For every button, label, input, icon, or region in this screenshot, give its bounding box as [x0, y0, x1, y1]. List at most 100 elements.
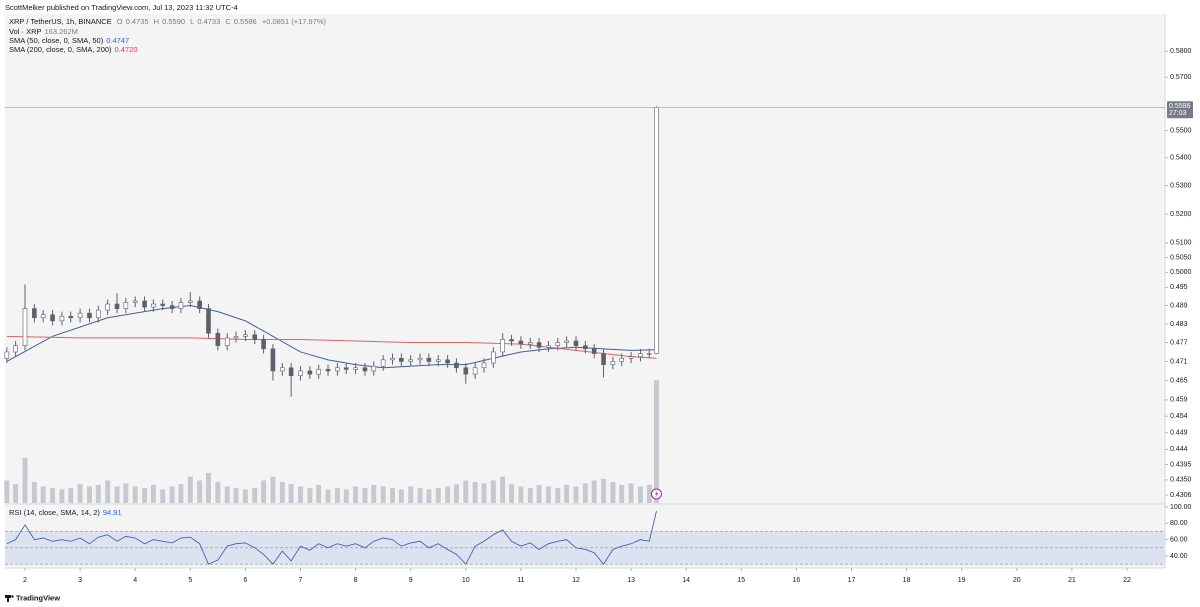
y-tick-label: 0.5300	[1170, 182, 1192, 189]
volume-bar	[197, 480, 203, 503]
volume-bar	[288, 484, 294, 503]
candle-body	[13, 345, 18, 353]
x-tick-label: 2	[23, 577, 27, 584]
series-name: SMA (200, close, 0, SMA, 200)	[9, 45, 112, 54]
legend-main: XRP / TetherUS, 1h, BINANCE O 0.4735 H 0.5…	[9, 17, 329, 26]
volume-bar	[653, 380, 659, 503]
volume-value: 163.262M	[44, 27, 78, 36]
candle-body	[325, 369, 331, 372]
candle-body	[87, 312, 92, 319]
volume-bar	[398, 489, 404, 503]
candle-body	[638, 353, 643, 357]
volume-bar	[31, 481, 37, 503]
y-tick-label: 0.5500	[1170, 127, 1192, 134]
rsi-tick-label: 40.00	[1170, 553, 1188, 560]
candle-body	[646, 353, 652, 355]
x-tick-label: 13	[627, 577, 635, 584]
candle-body	[555, 342, 561, 346]
volume-bar	[22, 457, 28, 503]
candle-body	[463, 367, 469, 375]
volume-bar	[40, 486, 46, 503]
volume-bar	[105, 480, 111, 503]
volume-bar	[114, 486, 120, 503]
volume-bar	[610, 481, 616, 503]
symbol: XRP / TetherUS, 1h, BINANCE	[9, 17, 112, 26]
volume-bar	[463, 480, 469, 503]
volume-bar	[169, 486, 175, 503]
candle-body	[59, 315, 65, 322]
volume-bar	[77, 484, 83, 503]
volume-bar	[150, 484, 156, 503]
volume-bar	[325, 489, 331, 503]
volume-bar	[628, 483, 634, 503]
candle-body	[546, 345, 551, 348]
ohlc-label: O	[116, 17, 123, 26]
volume-name: Vol · XRP	[9, 27, 42, 36]
x-tick-label: 7	[299, 577, 303, 584]
volume-bar	[59, 489, 65, 503]
y-tick-label: 0.4350	[1170, 477, 1192, 484]
volume-bar	[500, 476, 506, 503]
y-tick-label: 0.5700	[1170, 74, 1192, 81]
rsi-tick-label: 80.00	[1170, 520, 1188, 527]
y-tick-label: 0.471	[1170, 358, 1188, 365]
volume-bar	[490, 480, 496, 503]
candle-body	[22, 308, 28, 346]
volume-bar	[242, 489, 248, 503]
volume-bar	[334, 487, 340, 503]
x-tick-label: 18	[903, 577, 911, 584]
candle-body	[390, 357, 395, 361]
x-tick-label: 6	[243, 577, 247, 584]
candle-body	[252, 334, 258, 340]
volume-bar	[160, 489, 166, 503]
volume-bar	[252, 487, 258, 503]
publisher: ScottMelker published on TradingView.com…	[5, 3, 238, 12]
candle-body	[142, 300, 147, 308]
candle-body	[527, 342, 533, 345]
x-tick-label: 9	[409, 577, 413, 584]
countdown: 27:03	[1169, 110, 1187, 117]
candle-body	[426, 357, 432, 362]
rsi-tick-label: 60.00	[1170, 536, 1188, 543]
candle-body	[280, 367, 285, 372]
candle-body	[132, 300, 138, 303]
x-tick-label: 22	[1123, 577, 1131, 584]
candle-body	[77, 312, 83, 319]
volume-bar	[142, 487, 148, 503]
candle-body	[206, 308, 211, 334]
candle-body	[536, 342, 542, 348]
candle-body	[233, 336, 239, 339]
volume-bar	[408, 486, 414, 503]
rsi-value: 94.91	[102, 508, 122, 517]
y-tick-label: 0.483	[1170, 321, 1188, 328]
volume-bar	[573, 486, 579, 503]
candle-body	[454, 362, 459, 369]
candle-body	[509, 339, 514, 342]
y-tick-label: 0.4395	[1170, 461, 1192, 468]
y-tick-label: 0.454	[1170, 413, 1188, 420]
candle-body	[435, 359, 441, 362]
candle-body	[343, 367, 349, 370]
series-value: 0.4720	[114, 45, 138, 54]
volume-bar	[261, 480, 267, 503]
rsi-name: RSI (14, close, SMA, 14, 2)	[9, 508, 100, 517]
rsi-tick-label: 100.00	[1170, 504, 1192, 511]
ohlc-label: L	[190, 17, 195, 26]
volume-bar	[132, 486, 138, 503]
candle-body	[151, 303, 156, 308]
candle-body	[591, 348, 597, 354]
volume-bar	[453, 484, 459, 503]
volume-bar	[545, 486, 551, 503]
candle-body	[408, 359, 413, 362]
brand: TradingView	[16, 593, 60, 602]
legend-volume: Vol · XRP 163.262M	[9, 27, 81, 36]
x-tick-label: 21	[1068, 577, 1076, 584]
volume-bar	[591, 480, 597, 503]
volume-bar	[13, 484, 19, 503]
volume-bar	[536, 484, 542, 503]
candle-body	[573, 340, 579, 346]
volume-bar	[646, 484, 652, 503]
candle-body	[601, 353, 606, 365]
last-price-box	[1167, 101, 1193, 119]
